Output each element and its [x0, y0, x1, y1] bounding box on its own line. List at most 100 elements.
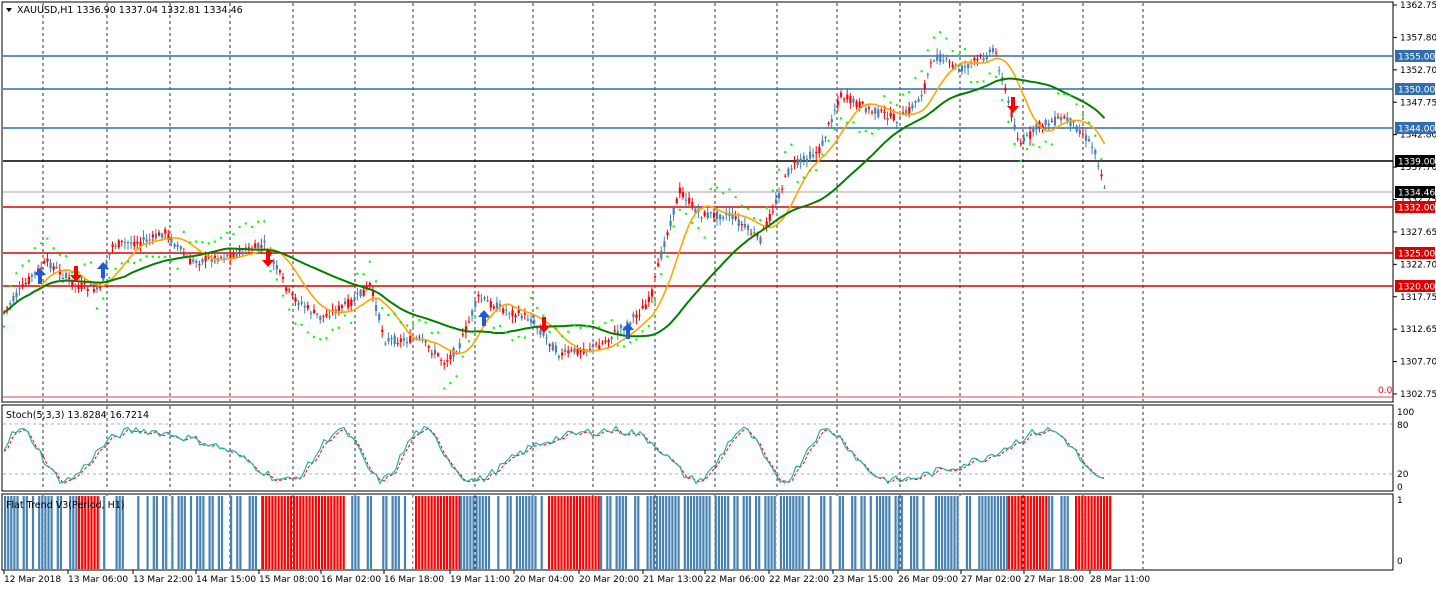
time-axis-label: 20 Mar 20:00 — [579, 575, 639, 585]
candle-body — [189, 258, 192, 265]
psar-dot — [734, 195, 737, 199]
flat-trend-bar — [400, 496, 403, 569]
candle-body — [818, 146, 821, 154]
candle-body — [542, 332, 545, 336]
flat-trend-bar — [28, 496, 31, 569]
candle-body — [86, 288, 89, 291]
flat-trend-bar — [1063, 496, 1066, 569]
flat-trend-bar — [965, 496, 968, 569]
candle-body — [257, 243, 260, 249]
candle-body — [877, 109, 880, 117]
candle-body — [691, 202, 694, 206]
flat-trend-bar — [296, 496, 299, 569]
candle-body — [774, 199, 778, 204]
main-price-pane[interactable] — [1, 1, 1394, 403]
candle-body — [988, 49, 991, 53]
candle-body — [142, 237, 145, 241]
flat-trend-bar — [540, 496, 543, 569]
candle-body — [905, 110, 908, 115]
candle-body — [427, 346, 430, 348]
candle-body — [331, 309, 334, 311]
flat-trend-bar — [427, 496, 430, 569]
price-axis-label: 1327.65 — [1400, 228, 1436, 238]
flat-trend-bar — [512, 496, 515, 569]
flat-trend-bar — [394, 496, 397, 569]
psar-dot — [827, 139, 830, 142]
candle-body — [68, 277, 71, 280]
psar-dot — [449, 381, 452, 385]
psar-dot — [9, 285, 12, 288]
candle-body — [210, 259, 213, 262]
flat-trend-bar — [984, 496, 987, 569]
flat-trend-bar — [745, 496, 748, 569]
sell-arrow-icon — [1007, 97, 1019, 113]
flat-trend-bar — [430, 496, 433, 569]
psar-dot — [83, 263, 86, 266]
psar-dot — [331, 328, 334, 332]
psar-dot — [467, 339, 471, 343]
candle-body — [985, 56, 988, 60]
flat-trend-bar — [66, 496, 69, 569]
psar-dot — [244, 222, 247, 225]
flat-trend-bar — [351, 496, 354, 569]
candle-body — [886, 118, 889, 121]
flat-trend-bar — [891, 496, 894, 569]
candle-body — [449, 354, 452, 360]
candle-body — [1097, 165, 1100, 167]
flat-trend-bar — [844, 496, 848, 569]
flat-trend-bar — [668, 496, 671, 569]
flat-trend-bar — [360, 496, 363, 569]
flat-trend-bar — [671, 496, 674, 569]
candle-body — [381, 329, 384, 333]
candle-body — [1007, 100, 1010, 103]
psar-dot — [815, 169, 818, 172]
flat-trend-bar — [236, 496, 239, 569]
price-axis-label: 1322.70 — [1400, 260, 1436, 270]
candle-body — [1060, 117, 1063, 121]
psar-dot — [839, 117, 843, 120]
parabolic-sar-dots — [2, 30, 1103, 390]
candle-body — [260, 245, 263, 248]
psar-dot — [1056, 92, 1060, 95]
flat-trend-bar — [882, 496, 885, 569]
candle-body — [396, 342, 399, 345]
psar-dot — [1038, 145, 1041, 149]
psar-dot — [1075, 103, 1078, 106]
flat-trend-bar — [268, 496, 271, 569]
flat-trend-bar — [13, 496, 16, 569]
flat-trend-bar — [460, 496, 463, 569]
psar-dot — [64, 255, 68, 258]
buy-arrow-icon — [34, 268, 46, 284]
time-axis-label: 19 Mar 11:00 — [450, 575, 510, 585]
flat-trend-bar — [863, 496, 866, 569]
psar-dot — [1050, 143, 1054, 146]
dropdown-triangle-icon[interactable] — [6, 8, 12, 12]
candle-body — [833, 109, 836, 111]
flat-trend-bar — [764, 496, 767, 569]
candle-body — [641, 305, 644, 309]
candle-body — [898, 117, 902, 119]
candle-body — [579, 349, 582, 352]
candle-body — [365, 285, 368, 289]
candle-body — [976, 58, 979, 61]
psar-dot — [939, 30, 942, 34]
psar-dot — [1063, 92, 1066, 96]
flat-trend-bar — [624, 496, 627, 569]
flat-trend-bar — [869, 496, 872, 569]
flat-trend-bar — [53, 496, 56, 569]
stochastic-pane[interactable] — [1, 404, 1394, 492]
stoch-axis-label: 20 — [1397, 470, 1409, 480]
flat-trend-bar — [239, 496, 242, 569]
flat-trend-bar — [609, 496, 612, 569]
candle-body — [957, 69, 960, 71]
flat-trend-bar — [990, 496, 993, 569]
psar-dot — [343, 314, 347, 317]
candle-body — [610, 337, 613, 340]
psar-dot — [610, 319, 613, 322]
psar-dot — [213, 240, 216, 243]
psar-dot — [207, 242, 210, 245]
flat-axis-label: 1 — [1397, 496, 1403, 506]
price-level-tag — [1395, 83, 1435, 95]
psar-dot — [145, 255, 148, 258]
